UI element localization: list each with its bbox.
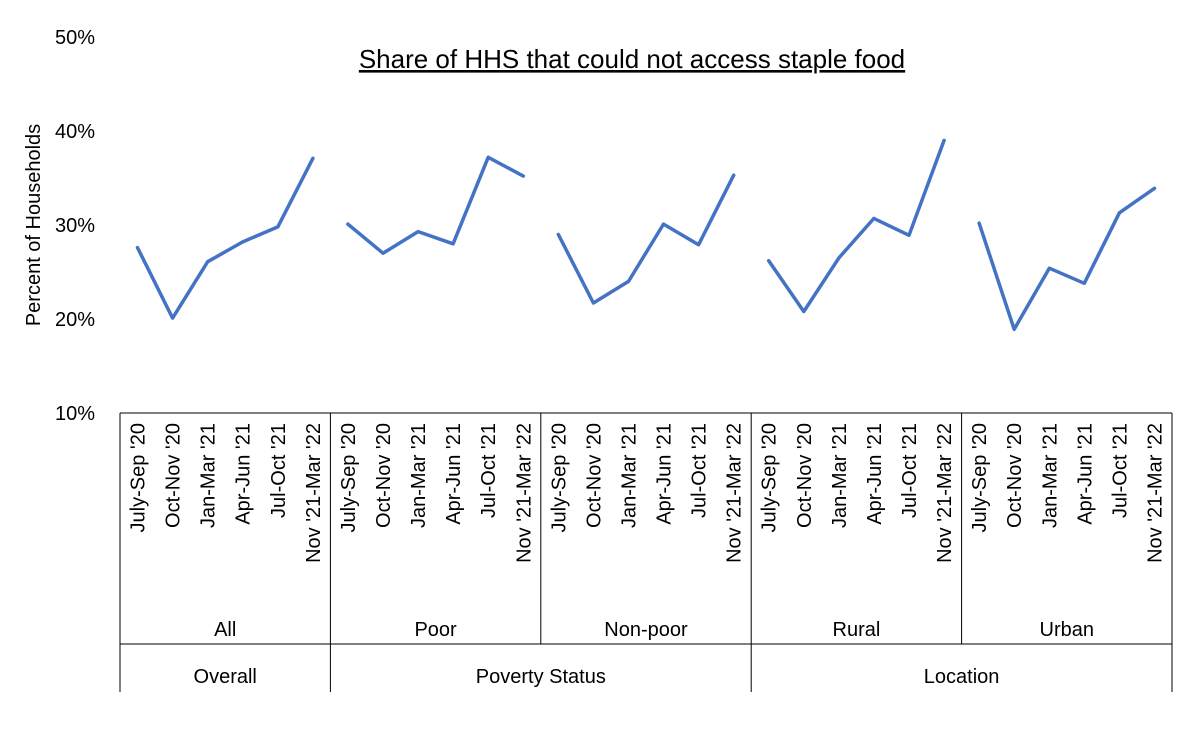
group-label: Urban [1040, 619, 1094, 641]
group-label: Non-poor [604, 619, 688, 641]
x-tick-label: July-Sep '20 [969, 423, 991, 532]
x-tick-label: Jul-Oct '21 [268, 423, 290, 518]
x-tick-label: Oct-Nov '20 [163, 423, 185, 528]
group-label: Poor [414, 619, 457, 641]
x-tick-label: Oct-Nov '20 [373, 423, 395, 528]
x-tick-label: Apr-Jun '21 [443, 423, 465, 525]
x-tick-label: July-Sep '20 [548, 423, 570, 532]
y-axis-ticks: 10% 20% 30% 40% 50% [55, 27, 95, 425]
x-tick-label: Nov '21-Mar '22 [513, 423, 535, 563]
x-tick-label: Jul-Oct '21 [1109, 423, 1131, 518]
group-label: Rural [833, 619, 881, 641]
x-tick-label: Oct-Nov '20 [583, 423, 605, 528]
category-label: Overall [194, 666, 257, 688]
x-tick-label: Jul-Oct '21 [899, 423, 921, 518]
x-tick-label: Jan-Mar '21 [829, 423, 851, 528]
x-tick-label: Apr-Jun '21 [864, 423, 886, 525]
x-tick-label: Nov '21-Mar '22 [724, 423, 746, 563]
group-label: All [214, 619, 236, 641]
y-tick-label: 40% [55, 121, 95, 143]
x-tick-label: Nov '21-Mar '22 [934, 423, 956, 563]
x-axis: July-Sep '20 Oct-Nov '20 Jan-Mar '21 Apr-Ju… [119, 412, 1173, 692]
y-axis-label: Percent of Households [23, 124, 45, 326]
series-line-rural [766, 138, 946, 314]
y-tick-label: 30% [55, 215, 95, 237]
chart-title: Share of HHS that could not access stapl… [359, 44, 905, 74]
x-tick-label: Oct-Nov '20 [794, 423, 816, 528]
x-tick-label: Apr-Jun '21 [233, 423, 255, 525]
x-tick-label: Nov '21-Mar '22 [303, 423, 325, 563]
x-tick-label: Jan-Mar '21 [408, 423, 430, 528]
x-tick-label: Jan-Mar '21 [1039, 423, 1061, 528]
x-tick-label: Jul-Oct '21 [689, 423, 711, 518]
x-tick-label: July-Sep '20 [759, 423, 781, 532]
y-tick-label: 10% [55, 403, 95, 425]
series-line-all [135, 156, 315, 320]
x-tick-label: Jan-Mar '21 [198, 423, 220, 528]
x-tick-label: Apr-Jun '21 [1074, 423, 1096, 525]
x-tick-label: July-Sep '20 [338, 423, 360, 532]
x-tick-label: Nov '21-Mar '22 [1145, 423, 1167, 563]
x-tick-label: Oct-Nov '20 [1004, 423, 1026, 528]
series-layer [135, 138, 1157, 332]
x-tick-label: Jan-Mar '21 [619, 423, 641, 528]
x-tick-label: Apr-Jun '21 [654, 423, 676, 525]
series-line-poor [346, 155, 526, 255]
x-tick-label: Jul-Oct '21 [478, 423, 500, 518]
x-tick-label: July-Sep '20 [128, 423, 150, 532]
series-line-non-poor [556, 173, 736, 305]
series-line-urban [977, 186, 1157, 332]
y-tick-label: 50% [55, 27, 95, 49]
category-label: Poverty Status [476, 666, 606, 688]
category-label: Location [924, 666, 1000, 688]
y-tick-label: 20% [55, 309, 95, 331]
